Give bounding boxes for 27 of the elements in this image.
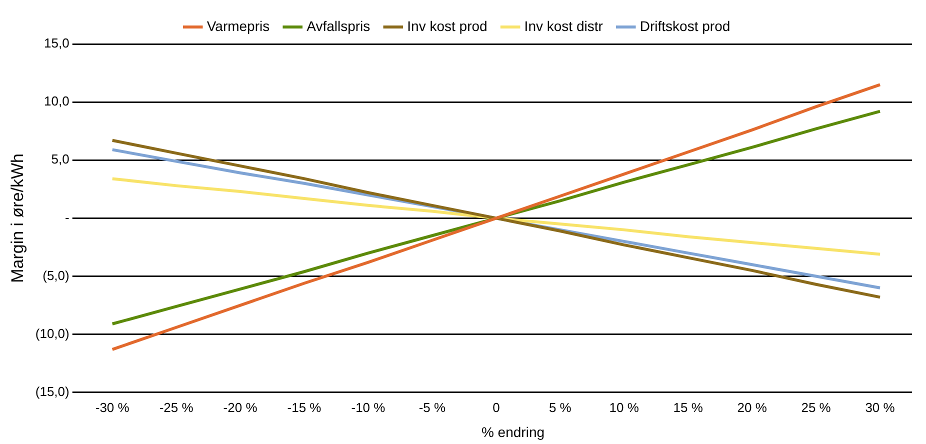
y-tick-label: 15,0: [44, 36, 70, 51]
legend-label: Varmepris: [206, 18, 270, 34]
x-tick-label: 10 %: [609, 400, 640, 415]
y-axis-title: Margin i øre/kWh: [8, 153, 27, 283]
x-tick-label: -5 %: [418, 400, 446, 415]
x-tick-label: 20 %: [737, 400, 768, 415]
x-tick-label: 5 %: [548, 400, 572, 415]
x-tick-label: 15 %: [673, 400, 704, 415]
legend-label: Inv kost prod: [407, 18, 488, 34]
x-axis-title: % endring: [480, 424, 546, 440]
x-tick-label: 0: [492, 400, 500, 415]
legend-label: Driftskost prod: [640, 18, 730, 34]
y-tick-label: (10,0): [35, 326, 70, 341]
x-tick-label: -25 %: [159, 400, 194, 415]
y-tick-label: (15,0): [35, 384, 70, 399]
y-tick-label: -: [65, 210, 70, 225]
x-tick-label: 25 %: [801, 400, 832, 415]
x-tick-label: -30 %: [95, 400, 130, 415]
y-tick-label: (5,0): [42, 268, 70, 283]
x-tick-label: -10 %: [351, 400, 386, 415]
x-tick-label: -15 %: [287, 400, 322, 415]
legend-label: Avfallspris: [306, 18, 370, 34]
y-tick-label: 10,0: [44, 94, 70, 109]
legend-label: Inv kost distr: [524, 18, 604, 34]
x-tick-label: -20 %: [223, 400, 258, 415]
x-tick-label: 30 %: [865, 400, 896, 415]
y-tick-label: 5,0: [51, 152, 70, 167]
